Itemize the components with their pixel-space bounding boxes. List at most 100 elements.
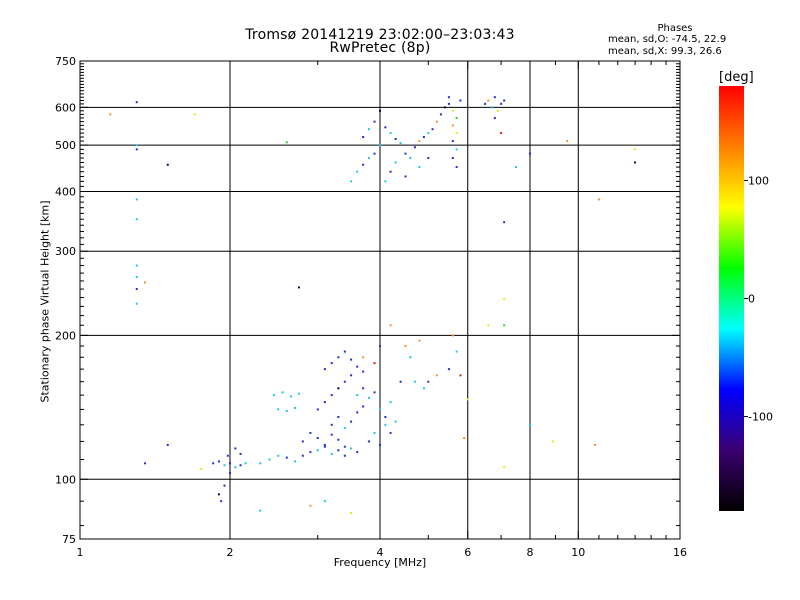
data-point	[566, 140, 569, 143]
data-point	[277, 408, 280, 411]
x-tick-label: 4	[377, 546, 384, 559]
data-point	[212, 462, 215, 465]
data-point	[634, 161, 637, 164]
data-point	[337, 449, 340, 452]
data-point	[135, 101, 138, 104]
data-point	[389, 431, 392, 434]
stats-o-line: mean, sd,O: -74.5, 22.9	[608, 34, 727, 45]
x-axis-label: Frequency [MHz]	[333, 556, 427, 569]
data-point	[463, 436, 466, 439]
data-point	[268, 458, 271, 461]
y-tick-label: 300	[55, 245, 76, 258]
data-point	[350, 420, 353, 423]
data-point	[484, 102, 487, 105]
data-point	[309, 431, 312, 434]
data-point	[466, 398, 469, 401]
x-tick-label: 1	[77, 546, 84, 559]
data-point	[500, 102, 503, 105]
data-point	[337, 387, 340, 390]
data-point	[379, 443, 381, 446]
data-point	[418, 339, 421, 342]
data-point	[593, 443, 596, 446]
data-point	[418, 140, 421, 143]
data-point	[384, 415, 387, 418]
data-point	[439, 113, 442, 116]
stats-x-line: mean, sd,X: 99.3, 26.6	[608, 46, 722, 57]
data-point	[451, 334, 454, 337]
data-point	[503, 298, 506, 301]
data-point	[166, 163, 169, 166]
y-tick-label: 75	[62, 533, 76, 546]
data-point	[500, 132, 503, 135]
data-point	[193, 113, 196, 116]
data-point	[399, 142, 402, 145]
data-point	[343, 454, 346, 457]
data-point	[447, 102, 450, 105]
x-tick-label: 10	[571, 546, 585, 559]
data-point	[455, 166, 458, 169]
data-point	[389, 324, 392, 327]
data-point	[301, 454, 304, 457]
data-point	[330, 423, 333, 426]
data-point	[356, 365, 359, 368]
data-point	[301, 440, 304, 443]
data-point	[389, 132, 392, 135]
data-point	[350, 358, 353, 361]
data-point	[135, 264, 138, 267]
data-point	[427, 132, 430, 135]
data-point	[389, 401, 392, 404]
data-point	[143, 281, 146, 284]
data-point	[350, 180, 353, 183]
data-point	[503, 221, 506, 224]
data-point	[323, 500, 326, 503]
y-tick-label: 750	[55, 55, 76, 68]
data-point	[223, 464, 226, 467]
data-point	[362, 163, 365, 166]
data-point	[399, 380, 402, 383]
data-point	[293, 460, 296, 463]
data-point	[135, 275, 138, 278]
data-point	[323, 445, 326, 448]
y-tick-label: 100	[55, 473, 76, 486]
data-point	[455, 132, 458, 135]
data-point	[379, 408, 381, 411]
data-point	[443, 106, 446, 109]
data-point	[367, 157, 370, 160]
data-point	[356, 170, 359, 173]
data-point	[422, 136, 425, 139]
data-point	[272, 394, 275, 397]
data-point	[394, 161, 397, 164]
data-point	[451, 140, 454, 143]
data-point	[135, 288, 138, 291]
data-point	[597, 198, 600, 201]
data-point	[455, 350, 458, 353]
data-point	[337, 438, 340, 441]
data-point	[323, 443, 326, 446]
data-point	[367, 128, 370, 131]
data-point	[413, 380, 416, 383]
x-axis-ticks: 1 2 4 6 8 10 16	[77, 61, 687, 559]
y-tick-label: 600	[55, 101, 76, 114]
data-point	[459, 99, 462, 102]
data-point	[356, 451, 359, 454]
data-point	[135, 302, 138, 305]
data-point	[367, 396, 370, 399]
y-tick-label: 200	[55, 329, 76, 342]
data-point	[343, 427, 346, 430]
data-point	[409, 157, 412, 160]
data-point	[289, 395, 292, 398]
data-point	[487, 324, 490, 327]
data-point	[356, 411, 359, 414]
data-point	[503, 99, 506, 102]
data-point	[379, 109, 381, 112]
data-point	[281, 391, 284, 394]
data-point	[343, 350, 346, 353]
data-point	[330, 394, 333, 397]
colorbar	[719, 86, 744, 511]
data-point	[135, 198, 138, 201]
data-point	[373, 362, 376, 365]
data-point	[316, 436, 319, 439]
data-point	[217, 460, 220, 463]
colorbar-ticks: 100 0 -100	[744, 174, 773, 424]
data-point	[413, 146, 416, 149]
